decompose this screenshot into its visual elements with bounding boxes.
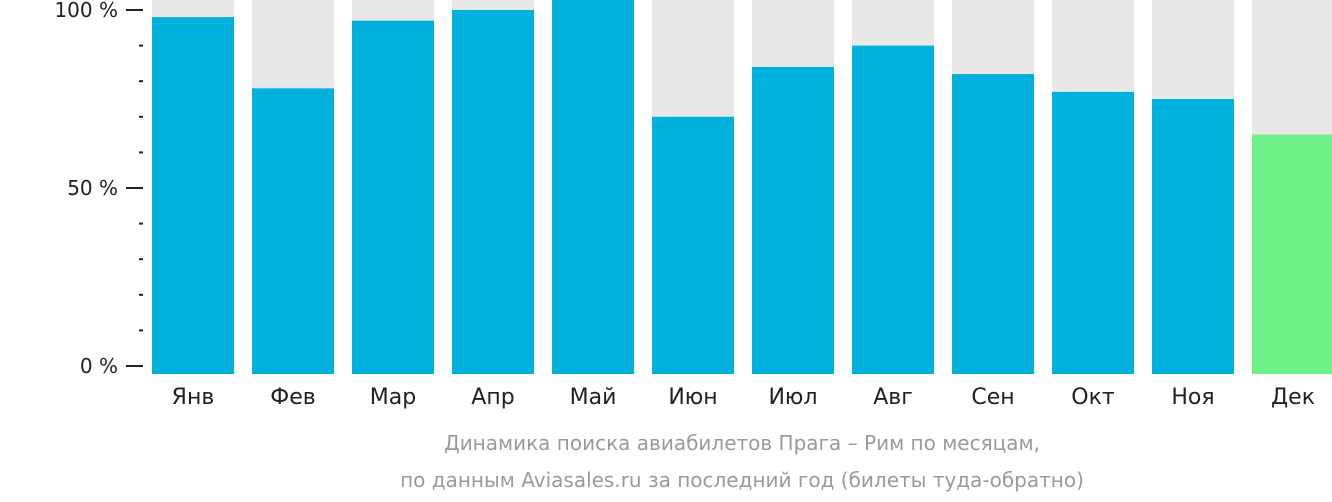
x-tick-label: Дек <box>1271 385 1315 410</box>
chart-caption-line-1: Динамика поиска авиабилетов Прага – Рим … <box>444 431 1040 455</box>
y-tick-label: 50 % <box>67 176 118 200</box>
bar-5[interactable] <box>552 0 634 374</box>
chart-caption-line-2: по данным Aviasales.ru за последний год … <box>400 468 1084 492</box>
bar-11[interactable] <box>1152 99 1234 374</box>
x-tick-label: Июл <box>768 385 817 410</box>
x-tick-label: Авг <box>873 385 913 410</box>
x-tick-label: Мар <box>370 385 416 410</box>
bar-2[interactable] <box>252 88 334 374</box>
bar-3[interactable] <box>352 20 434 375</box>
y-tick-label: 0 % <box>80 354 118 378</box>
x-axis: Янв Фев Мар Апр Май Июн Июл Авг Сен Окт Ноя Дек <box>172 385 1315 410</box>
x-tick-label: Июн <box>668 385 717 410</box>
bar-7[interactable] <box>752 66 834 375</box>
x-tick-label: Апр <box>471 385 514 410</box>
x-tick-label: Май <box>570 385 617 410</box>
x-tick-label: Окт <box>1071 385 1115 410</box>
bar-10[interactable] <box>1052 91 1134 374</box>
bar-9[interactable] <box>952 74 1034 374</box>
bar-chart: 0 % 50 % 100 % Янв Фев Мар Апр Май Июн Июл Авг Сен… <box>54 0 1332 410</box>
x-tick-label: Янв <box>172 385 215 410</box>
bar-group <box>152 0 1332 375</box>
x-tick-label: Сен <box>971 385 1014 410</box>
bar-6[interactable] <box>652 116 734 375</box>
bar-1[interactable] <box>152 17 234 375</box>
x-tick-label: Фев <box>270 385 315 410</box>
y-tick-label: 100 % <box>54 0 118 22</box>
bar-12[interactable] <box>1252 134 1332 374</box>
x-tick-label: Ноя <box>1171 385 1214 410</box>
bar-8[interactable] <box>852 45 934 374</box>
bar-4[interactable] <box>452 10 534 374</box>
y-axis: 0 % 50 % 100 % <box>54 0 143 378</box>
